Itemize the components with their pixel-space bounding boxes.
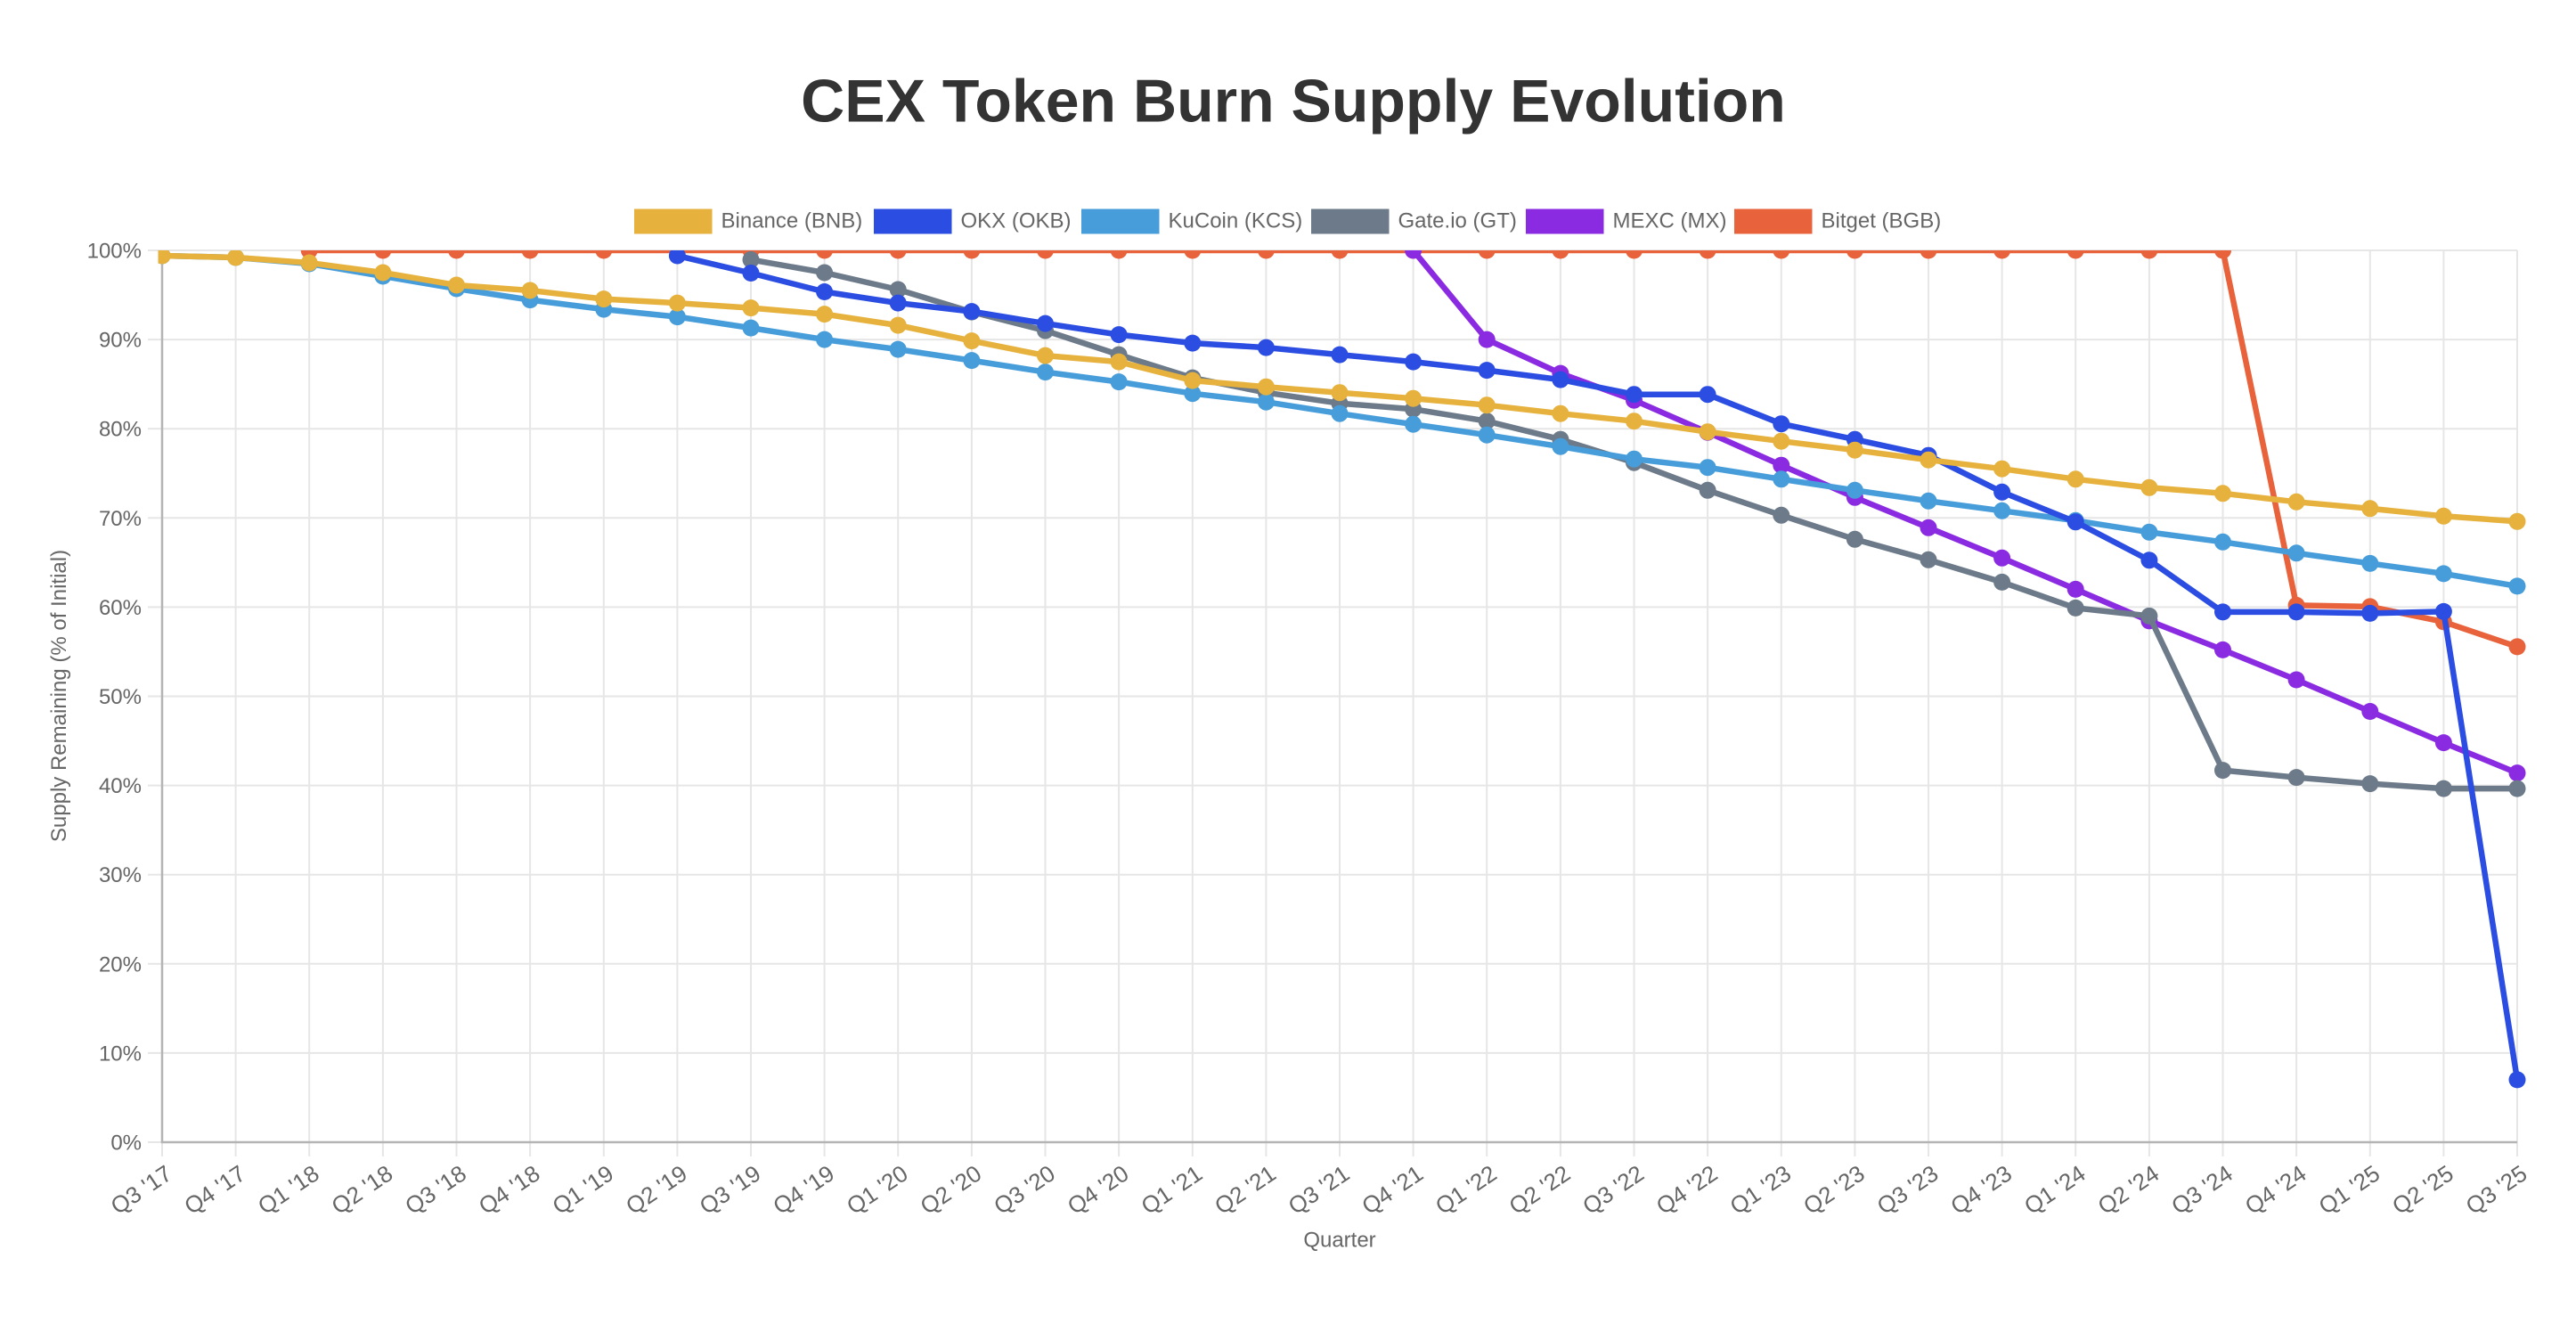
svg-text:60%: 60% xyxy=(99,596,142,620)
svg-text:30%: 30% xyxy=(99,863,142,887)
svg-text:KuCoin (KCS): KuCoin (KCS) xyxy=(1169,209,1303,233)
svg-text:80%: 80% xyxy=(99,418,142,442)
svg-text:90%: 90% xyxy=(99,329,142,353)
svg-text:OKX (OKB): OKX (OKB) xyxy=(961,209,1072,233)
svg-text:100%: 100% xyxy=(87,240,142,264)
svg-text:Bitget (BGB): Bitget (BGB) xyxy=(1822,209,1942,233)
svg-text:Supply Remaining (% of Initial: Supply Remaining (% of Initial) xyxy=(47,550,71,842)
svg-text:Gate.io (GT): Gate.io (GT) xyxy=(1398,209,1517,233)
svg-text:40%: 40% xyxy=(99,774,142,798)
svg-text:50%: 50% xyxy=(99,685,142,709)
svg-text:70%: 70% xyxy=(99,507,142,531)
svg-text:0%: 0% xyxy=(110,1132,142,1156)
svg-text:10%: 10% xyxy=(99,1042,142,1066)
svg-text:Quarter: Quarter xyxy=(1303,1229,1375,1253)
svg-text:20%: 20% xyxy=(99,952,142,976)
svg-text:MEXC (MX): MEXC (MX) xyxy=(1613,209,1727,233)
svg-text:CEX Token Burn Supply Evolutio: CEX Token Burn Supply Evolution xyxy=(801,68,1786,135)
svg-text:Binance (BNB): Binance (BNB) xyxy=(721,209,863,233)
